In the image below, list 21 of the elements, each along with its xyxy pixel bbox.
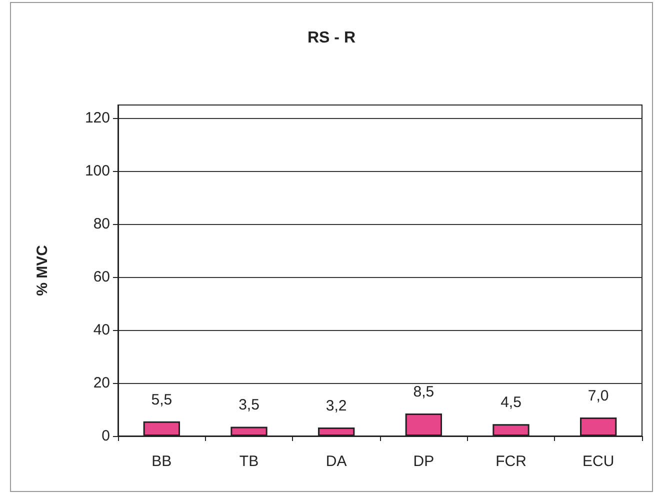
data-label: 3,5: [238, 396, 260, 414]
x-tick-label: ECU: [582, 453, 614, 470]
y-tick-label: 80: [93, 216, 110, 233]
x-tick-label: DP: [413, 453, 434, 470]
y-tick-label: 100: [84, 162, 110, 180]
y-tick-label: 120: [84, 110, 110, 127]
y-axis-title: % MVC: [34, 244, 51, 296]
x-tick-label: DA: [326, 453, 347, 470]
x-tick-label: TB: [239, 453, 259, 470]
y-tick-label: 20: [93, 374, 110, 392]
y-tick-label: 60: [93, 268, 110, 286]
data-label: 5,5: [151, 391, 172, 408]
data-label: 4,5: [500, 394, 522, 412]
data-label: 7,0: [588, 387, 609, 404]
data-label: 8,5: [413, 383, 434, 400]
y-tick-label: 40: [93, 322, 110, 339]
x-tick-label: FCR: [496, 453, 527, 470]
data-label: 3,2: [326, 398, 347, 415]
chart-title: RS - R: [308, 30, 356, 46]
y-tick-label: 0: [102, 428, 110, 444]
x-tick-label: BB: [152, 453, 172, 470]
